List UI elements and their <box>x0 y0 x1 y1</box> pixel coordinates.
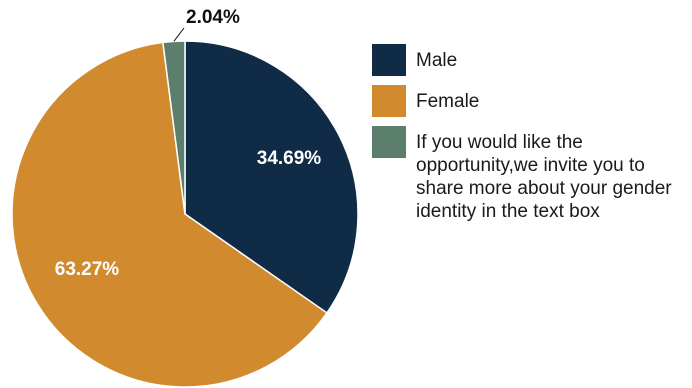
slice-label-other: 2.04% <box>186 7 240 28</box>
slice-label-female: 63.27% <box>55 259 120 280</box>
slice-male <box>184 40 359 314</box>
legend-item-female: Female <box>372 85 687 117</box>
slice-female <box>11 41 328 388</box>
legend-swatch-other <box>372 126 406 158</box>
legend-swatch-male <box>372 44 406 76</box>
legend-swatch-female <box>372 85 406 117</box>
legend-label-female: Female <box>416 91 480 112</box>
legend-item-other: If you would like the opportunity,we inv… <box>372 126 687 223</box>
legend-label-other: If you would like the opportunity,we inv… <box>416 132 672 222</box>
legend-label-male: Male <box>416 50 458 71</box>
legend: Male Female If you would like the opport… <box>372 44 687 232</box>
slice-label-male: 34.69% <box>257 148 322 169</box>
leader-line-other <box>173 27 185 42</box>
legend-item-male: Male <box>372 44 687 76</box>
